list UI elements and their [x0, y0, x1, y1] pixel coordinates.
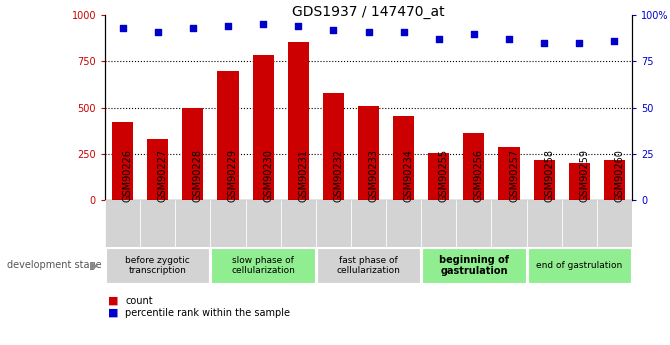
Bar [112, 122, 133, 200]
Text: fast phase of
cellularization: fast phase of cellularization [336, 256, 401, 275]
Point [504, 36, 515, 42]
FancyBboxPatch shape [210, 200, 245, 247]
FancyBboxPatch shape [281, 200, 316, 247]
Bar [393, 116, 414, 200]
Point [188, 25, 198, 31]
FancyBboxPatch shape [561, 200, 597, 247]
Text: GSM90229: GSM90229 [228, 149, 238, 203]
Point [433, 36, 444, 42]
Text: GSM90230: GSM90230 [263, 149, 273, 203]
FancyBboxPatch shape [456, 200, 492, 247]
Text: GSM90259: GSM90259 [580, 149, 590, 203]
Bar [287, 42, 309, 200]
Text: GSM90228: GSM90228 [193, 149, 203, 203]
Text: GSM90232: GSM90232 [334, 149, 343, 203]
FancyBboxPatch shape [105, 200, 140, 247]
Bar [428, 153, 450, 200]
Text: GSM90258: GSM90258 [544, 149, 554, 203]
Text: count: count [125, 296, 153, 306]
FancyBboxPatch shape [351, 200, 386, 247]
Text: GSM90233: GSM90233 [369, 149, 379, 203]
Bar [464, 134, 484, 200]
Text: GSM90226: GSM90226 [123, 149, 133, 203]
Point [468, 31, 479, 36]
Point [398, 29, 409, 34]
Point [222, 23, 233, 29]
Text: ■: ■ [109, 308, 119, 318]
Bar [569, 163, 590, 200]
Text: ▶: ▶ [90, 260, 98, 270]
Text: GDS1937 / 147470_at: GDS1937 / 147470_at [292, 5, 445, 19]
Bar [498, 147, 519, 200]
FancyBboxPatch shape [492, 200, 527, 247]
Text: GSM90234: GSM90234 [403, 149, 413, 203]
Point [363, 29, 374, 34]
Text: GSM90255: GSM90255 [439, 149, 449, 203]
Text: beginning of
gastrulation: beginning of gastrulation [439, 255, 509, 276]
Point [539, 40, 549, 46]
FancyBboxPatch shape [527, 200, 561, 247]
Bar [533, 160, 555, 200]
FancyBboxPatch shape [422, 248, 525, 283]
Bar [323, 93, 344, 200]
FancyBboxPatch shape [245, 200, 281, 247]
Point [117, 25, 128, 31]
Point [258, 21, 269, 27]
FancyBboxPatch shape [386, 200, 421, 247]
Text: ■: ■ [109, 296, 119, 306]
FancyBboxPatch shape [597, 200, 632, 247]
FancyBboxPatch shape [316, 200, 351, 247]
FancyBboxPatch shape [176, 200, 210, 247]
Text: GSM90260: GSM90260 [614, 149, 624, 203]
Bar [218, 70, 239, 200]
Bar [604, 160, 625, 200]
Bar [182, 108, 204, 200]
Text: percentile rank within the sample: percentile rank within the sample [125, 308, 290, 318]
Point [328, 27, 339, 32]
Bar [147, 139, 168, 200]
Text: before zygotic
transcription: before zygotic transcription [125, 256, 190, 275]
FancyBboxPatch shape [317, 248, 420, 283]
Bar [253, 55, 273, 200]
Point [609, 38, 620, 44]
FancyBboxPatch shape [528, 248, 631, 283]
Text: GSM90256: GSM90256 [474, 149, 484, 203]
FancyBboxPatch shape [421, 200, 456, 247]
Point [574, 40, 585, 46]
FancyBboxPatch shape [106, 248, 209, 283]
Text: slow phase of
cellularization: slow phase of cellularization [231, 256, 295, 275]
Point [293, 23, 304, 29]
Text: GSM90257: GSM90257 [509, 149, 519, 203]
Bar [358, 106, 379, 200]
Text: GSM90231: GSM90231 [298, 149, 308, 203]
Text: development stage: development stage [7, 260, 101, 270]
Text: end of gastrulation: end of gastrulation [536, 261, 622, 270]
FancyBboxPatch shape [212, 248, 315, 283]
FancyBboxPatch shape [140, 200, 176, 247]
Text: GSM90227: GSM90227 [157, 149, 168, 203]
Point [152, 29, 163, 34]
